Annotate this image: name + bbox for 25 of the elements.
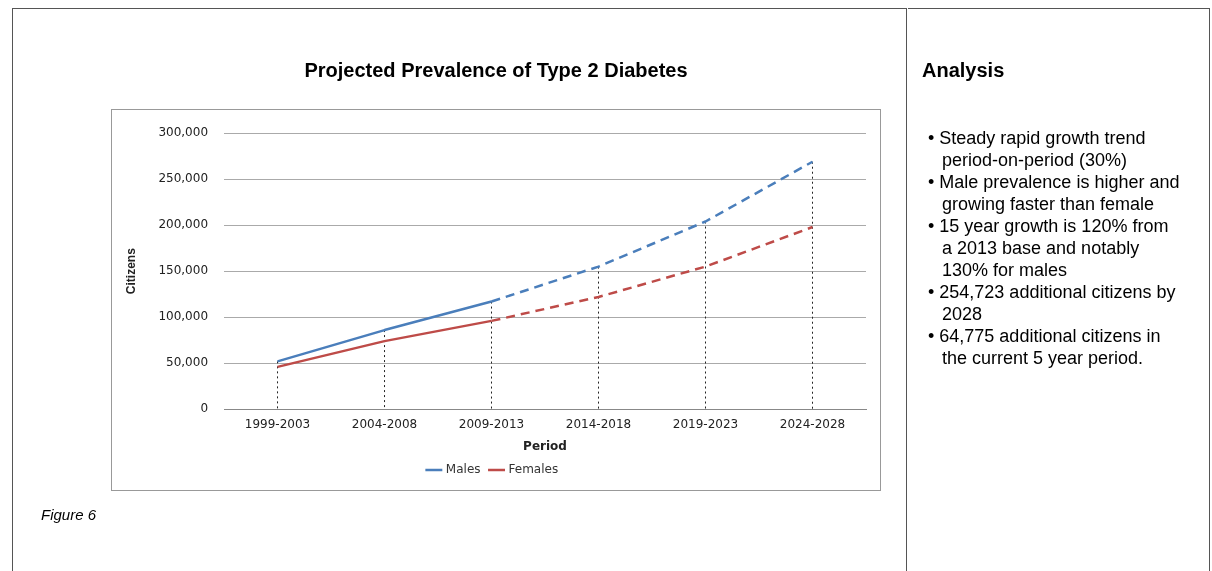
- text: • Male prevalence is higher and growing faster than female: [928, 171, 1181, 215]
- y-tick-label: 200,000: [158, 217, 209, 232]
- text: Analysis: [922, 59, 1005, 82]
- legend-label: Males: [445, 462, 481, 477]
- text: • 254,723 additional citizens by 2028: [928, 281, 1177, 325]
- y-tick-label: 150,000: [158, 263, 209, 278]
- y-tick-label: 50,000: [166, 355, 209, 370]
- text: • 64,775 additional citizens in the current 5 year period.: [928, 325, 1162, 369]
- x-tick-label: 2019-2023: [672, 416, 739, 431]
- y-tick-label: 100,000: [158, 309, 209, 324]
- x-tick-label: 2014-2018: [565, 416, 632, 431]
- legend-label: Females: [508, 462, 559, 477]
- caption: Figure 6: [41, 506, 97, 523]
- x-tick-label: 2024-2028: [779, 416, 846, 431]
- y-axis-title: Citizens: [123, 247, 138, 295]
- text: • Steady rapid growth trend period-on-period (30%): [928, 127, 1147, 171]
- x-tick-label: 2009-2013: [458, 416, 525, 431]
- y-tick-label: 250,000: [158, 171, 209, 186]
- x-axis-title: Period: [523, 438, 567, 453]
- x-tick-label: 2004-2008: [351, 416, 418, 431]
- y-tick-label: 300,000: [158, 125, 209, 140]
- x-tick-label: 1999-2003: [244, 416, 311, 431]
- text: • 15 year growth is 120% from a 2013 base and notably 130% for males: [928, 215, 1170, 281]
- y-tick-label: 0: [200, 401, 209, 416]
- chart-title: Projected Prevalence of Type 2 Diabetes: [303, 59, 689, 82]
